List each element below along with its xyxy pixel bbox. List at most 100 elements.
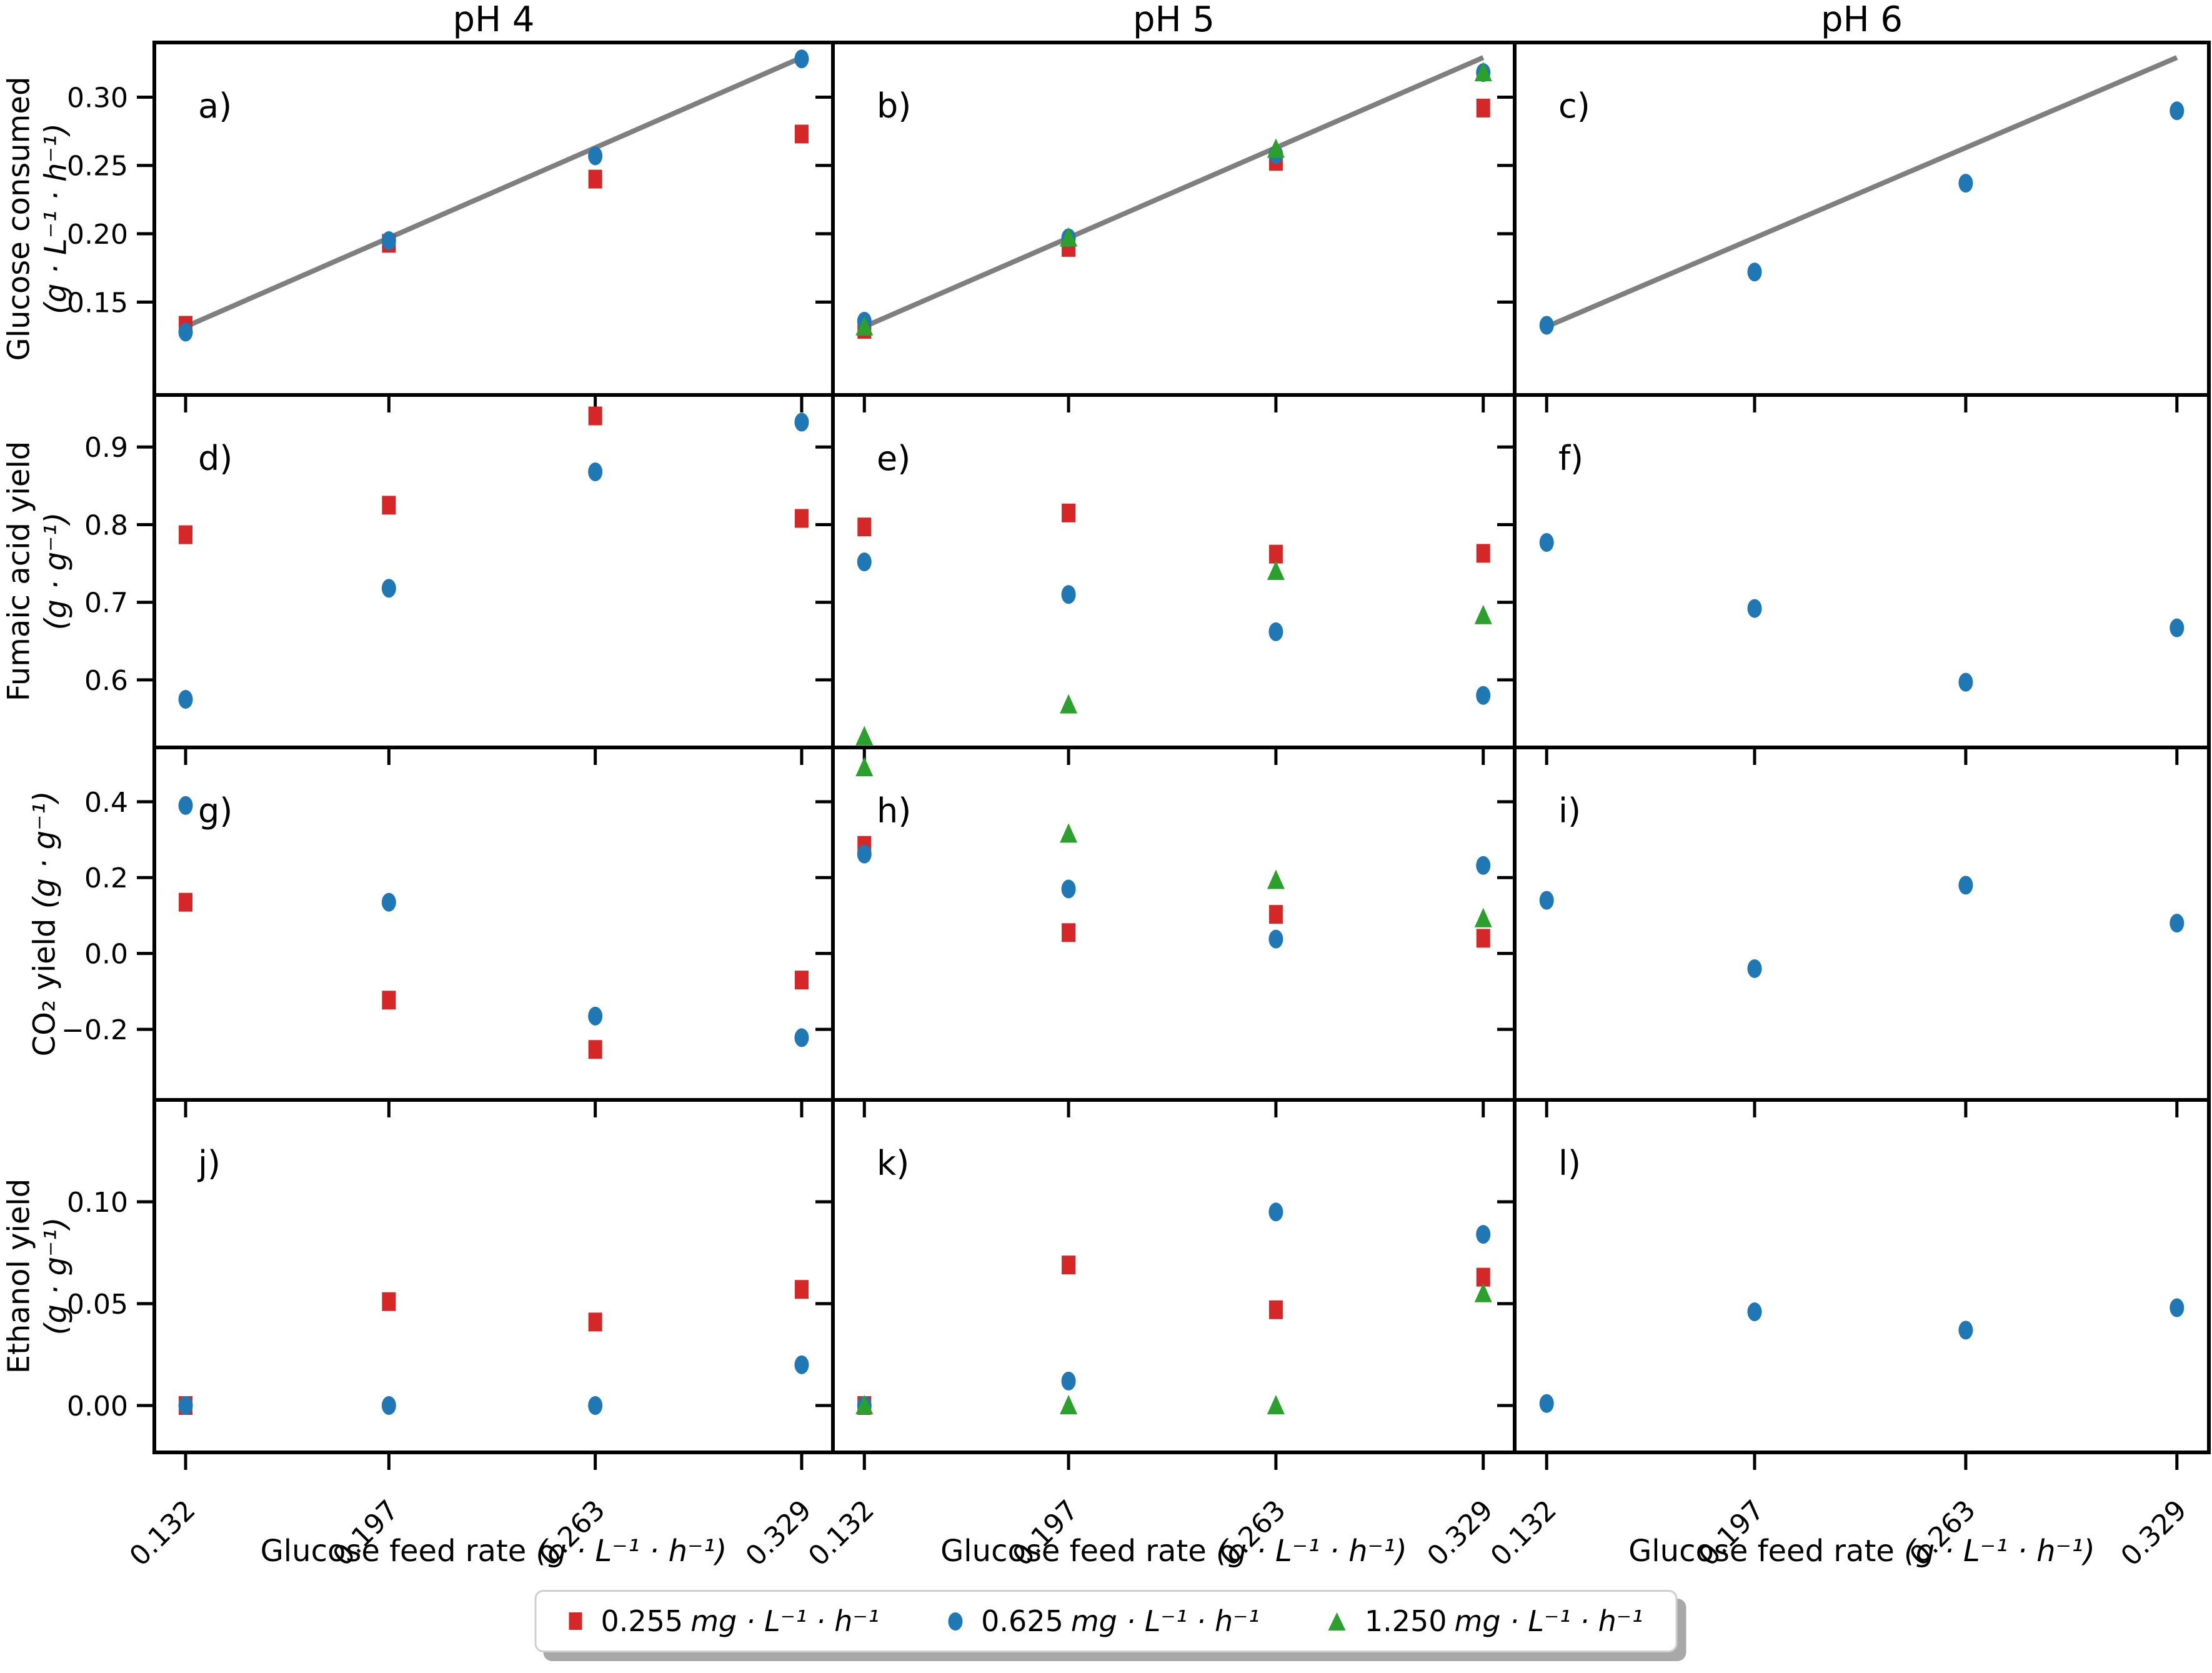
data-point-b-triangle: [855, 316, 874, 336]
data-point-i-circle: [1539, 891, 1554, 910]
y-tick-label: 0.15: [67, 287, 128, 319]
data-point-a-square: [588, 169, 602, 189]
data-point-i-circle: [2170, 914, 2185, 933]
data-point-c-circle: [1747, 262, 1762, 282]
panel-l-border: [1513, 1098, 2211, 1454]
x-axis-label-col2: Glucose feed rate (g · L⁻¹ · h⁻¹): [833, 1531, 1515, 1571]
data-point-a-circle: [178, 322, 193, 342]
red-square-icon: [569, 1612, 582, 1630]
y-axis-label-text: Fumaic acid yield: [1, 441, 37, 702]
y-axis-label-text: Ethanol yield: [1, 1178, 37, 1374]
panel-c-border: [1513, 41, 2211, 397]
data-point-k-circle: [1476, 1225, 1491, 1244]
legend-value: 1.250: [1364, 1604, 1447, 1638]
x-axis-label-unit: (g · L⁻¹ · h⁻¹): [1216, 1534, 1407, 1569]
data-point-j-circle: [381, 1396, 396, 1416]
x-axis-label-col3: Glucose feed rate (g · L⁻¹ · h⁻¹): [1515, 1531, 2209, 1571]
data-point-k-circle: [1061, 1371, 1076, 1391]
y-axis-label-glucose-consumed: Glucose consumed (g · L⁻¹ · h⁻¹): [1, 77, 74, 361]
data-point-j-circle: [178, 1396, 193, 1416]
data-point-f-circle: [1958, 672, 1973, 692]
data-point-e-square: [1476, 544, 1490, 563]
legend-unit: mg · L⁻¹ · h⁻¹: [1454, 1604, 1643, 1638]
panel-letter-b: b): [877, 86, 911, 126]
y-axis-label-unit: (g · g⁻¹): [38, 512, 73, 631]
data-point-c-circle: [2170, 101, 2185, 121]
y-tick-label: 0.30: [67, 82, 128, 114]
y-axis-label-text: CO₂ yield: [27, 918, 62, 1057]
panel-i-border: [1513, 746, 2211, 1102]
y-tick-label: 0.2: [84, 862, 128, 894]
green-triangle-icon: [1328, 1612, 1346, 1631]
data-point-d-circle: [588, 462, 603, 481]
y-tick-label: 0.05: [67, 1289, 128, 1321]
data-point-g-circle: [381, 892, 396, 912]
identity-line: [184, 55, 803, 329]
data-point-e-triangle: [1267, 561, 1285, 580]
panel-e-border: [831, 393, 1517, 749]
legend-value: 0.255: [600, 1604, 684, 1638]
x-axis-label-unit: (g · L⁻¹ · h⁻¹): [536, 1534, 727, 1569]
x-axis-label-text: Glucose feed rate: [940, 1534, 1207, 1569]
data-point-d-square: [588, 406, 602, 426]
data-point-k-triangle: [1474, 1282, 1492, 1302]
legend-unit: mg · L⁻¹ · h⁻¹: [1070, 1604, 1260, 1638]
data-point-l-circle: [1539, 1394, 1554, 1413]
data-point-j-square: [794, 1280, 809, 1299]
panel-f-border: [1513, 393, 2211, 749]
panel-d-border: [152, 393, 835, 749]
y-tick-label: 0.20: [67, 219, 128, 251]
data-point-k-square: [1268, 1300, 1283, 1319]
data-point-d-circle: [381, 579, 396, 598]
panel-g-border: [152, 746, 835, 1102]
panel-letter-j: j): [197, 1144, 221, 1183]
data-point-d-square: [382, 496, 396, 515]
data-point-j-square: [588, 1312, 602, 1332]
y-tick-label: 0.8: [84, 509, 128, 541]
data-point-g-circle: [588, 1006, 603, 1026]
data-point-h-triangle: [855, 757, 874, 777]
legend-item-0625: 0.625 mg · L⁻¹ · h⁻¹: [948, 1604, 1260, 1638]
data-point-h-triangle: [1474, 907, 1492, 927]
data-point-h-square: [1476, 929, 1490, 948]
panel-b-border: [831, 41, 1517, 397]
panel-letter-d: d): [198, 439, 232, 478]
data-point-h-triangle: [1267, 869, 1285, 889]
y-axis-label-unit: (g · g⁻¹): [38, 1217, 73, 1336]
data-point-g-circle: [178, 796, 193, 815]
data-point-e-square: [1268, 544, 1283, 564]
x-axis-label-col1: Glucose feed rate (g · L⁻¹ · h⁻¹): [154, 1531, 833, 1571]
panel-k-border: [831, 1098, 1517, 1454]
x-axis-label-text: Glucose feed rate: [1628, 1534, 1895, 1569]
y-tick-label: 0.0: [84, 939, 128, 971]
y-tick-label: 0.4: [84, 787, 128, 819]
panel-h-border: [831, 746, 1517, 1102]
legend-unit: mg · L⁻¹ · h⁻¹: [690, 1604, 880, 1638]
data-point-i-circle: [1747, 959, 1762, 978]
y-tick-label: 0.7: [84, 587, 128, 619]
data-point-h-square: [1062, 923, 1076, 942]
panel-letter-e: e): [877, 439, 910, 478]
data-point-g-circle: [794, 1028, 809, 1047]
panel-letter-i: i): [1558, 791, 1581, 831]
column-title-ph5: pH 5: [1132, 0, 1215, 40]
data-point-e-square: [857, 517, 872, 537]
data-point-h-circle: [857, 844, 872, 864]
data-point-e-circle: [1476, 686, 1491, 705]
data-point-g-square: [179, 892, 193, 912]
data-point-e-circle: [857, 552, 872, 572]
data-point-j-circle: [588, 1396, 603, 1416]
data-point-j-square: [382, 1292, 396, 1311]
y-tick-label: 0.00: [67, 1391, 128, 1422]
data-point-a-circle: [588, 146, 603, 166]
data-point-e-circle: [1268, 622, 1283, 641]
legend: 0.255 mg · L⁻¹ · h⁻¹ 0.625 mg · L⁻¹ · h⁻…: [534, 1590, 1678, 1652]
data-point-b-triangle: [1060, 227, 1078, 247]
data-point-k-triangle: [1060, 1395, 1078, 1415]
data-point-e-circle: [1061, 585, 1076, 604]
y-tick-label: 0.6: [84, 665, 128, 697]
y-tick-label: 0.10: [67, 1187, 128, 1219]
column-title-ph4: pH 4: [452, 0, 535, 40]
data-point-k-square: [1062, 1256, 1076, 1275]
